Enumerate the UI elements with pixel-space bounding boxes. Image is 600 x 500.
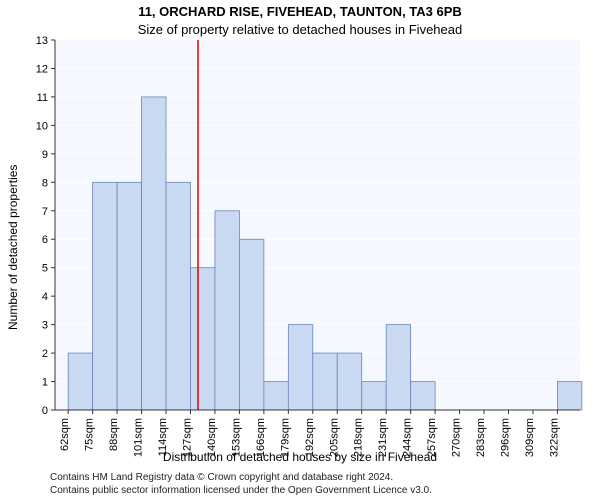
svg-text:6: 6 bbox=[42, 234, 48, 246]
svg-text:10: 10 bbox=[36, 120, 48, 132]
svg-text:9: 9 bbox=[42, 149, 48, 161]
svg-text:12: 12 bbox=[36, 63, 48, 75]
histogram-chart: 01234567891011121362sqm75sqm88sqm101sqm1… bbox=[0, 0, 600, 500]
svg-text:75sqm: 75sqm bbox=[84, 418, 96, 451]
footer-line1: Contains HM Land Registry data © Crown c… bbox=[50, 472, 432, 485]
footer-line2: Contains public sector information licen… bbox=[50, 485, 432, 498]
svg-text:1: 1 bbox=[42, 377, 48, 389]
svg-text:88sqm: 88sqm bbox=[108, 418, 120, 451]
svg-text:0: 0 bbox=[42, 405, 48, 417]
x-axis-label: Distribution of detached houses by size … bbox=[0, 450, 600, 464]
svg-text:8: 8 bbox=[42, 177, 48, 189]
svg-text:5: 5 bbox=[42, 263, 48, 275]
svg-text:62sqm: 62sqm bbox=[59, 418, 71, 451]
svg-text:3: 3 bbox=[42, 320, 48, 332]
svg-text:13: 13 bbox=[36, 35, 48, 47]
svg-text:7: 7 bbox=[42, 206, 48, 218]
footer-attribution: Contains HM Land Registry data © Crown c… bbox=[50, 472, 432, 497]
svg-text:11: 11 bbox=[37, 92, 48, 104]
y-axis-label: Number of detached properties bbox=[6, 165, 20, 330]
svg-text:4: 4 bbox=[42, 291, 48, 303]
svg-text:2: 2 bbox=[42, 348, 48, 360]
